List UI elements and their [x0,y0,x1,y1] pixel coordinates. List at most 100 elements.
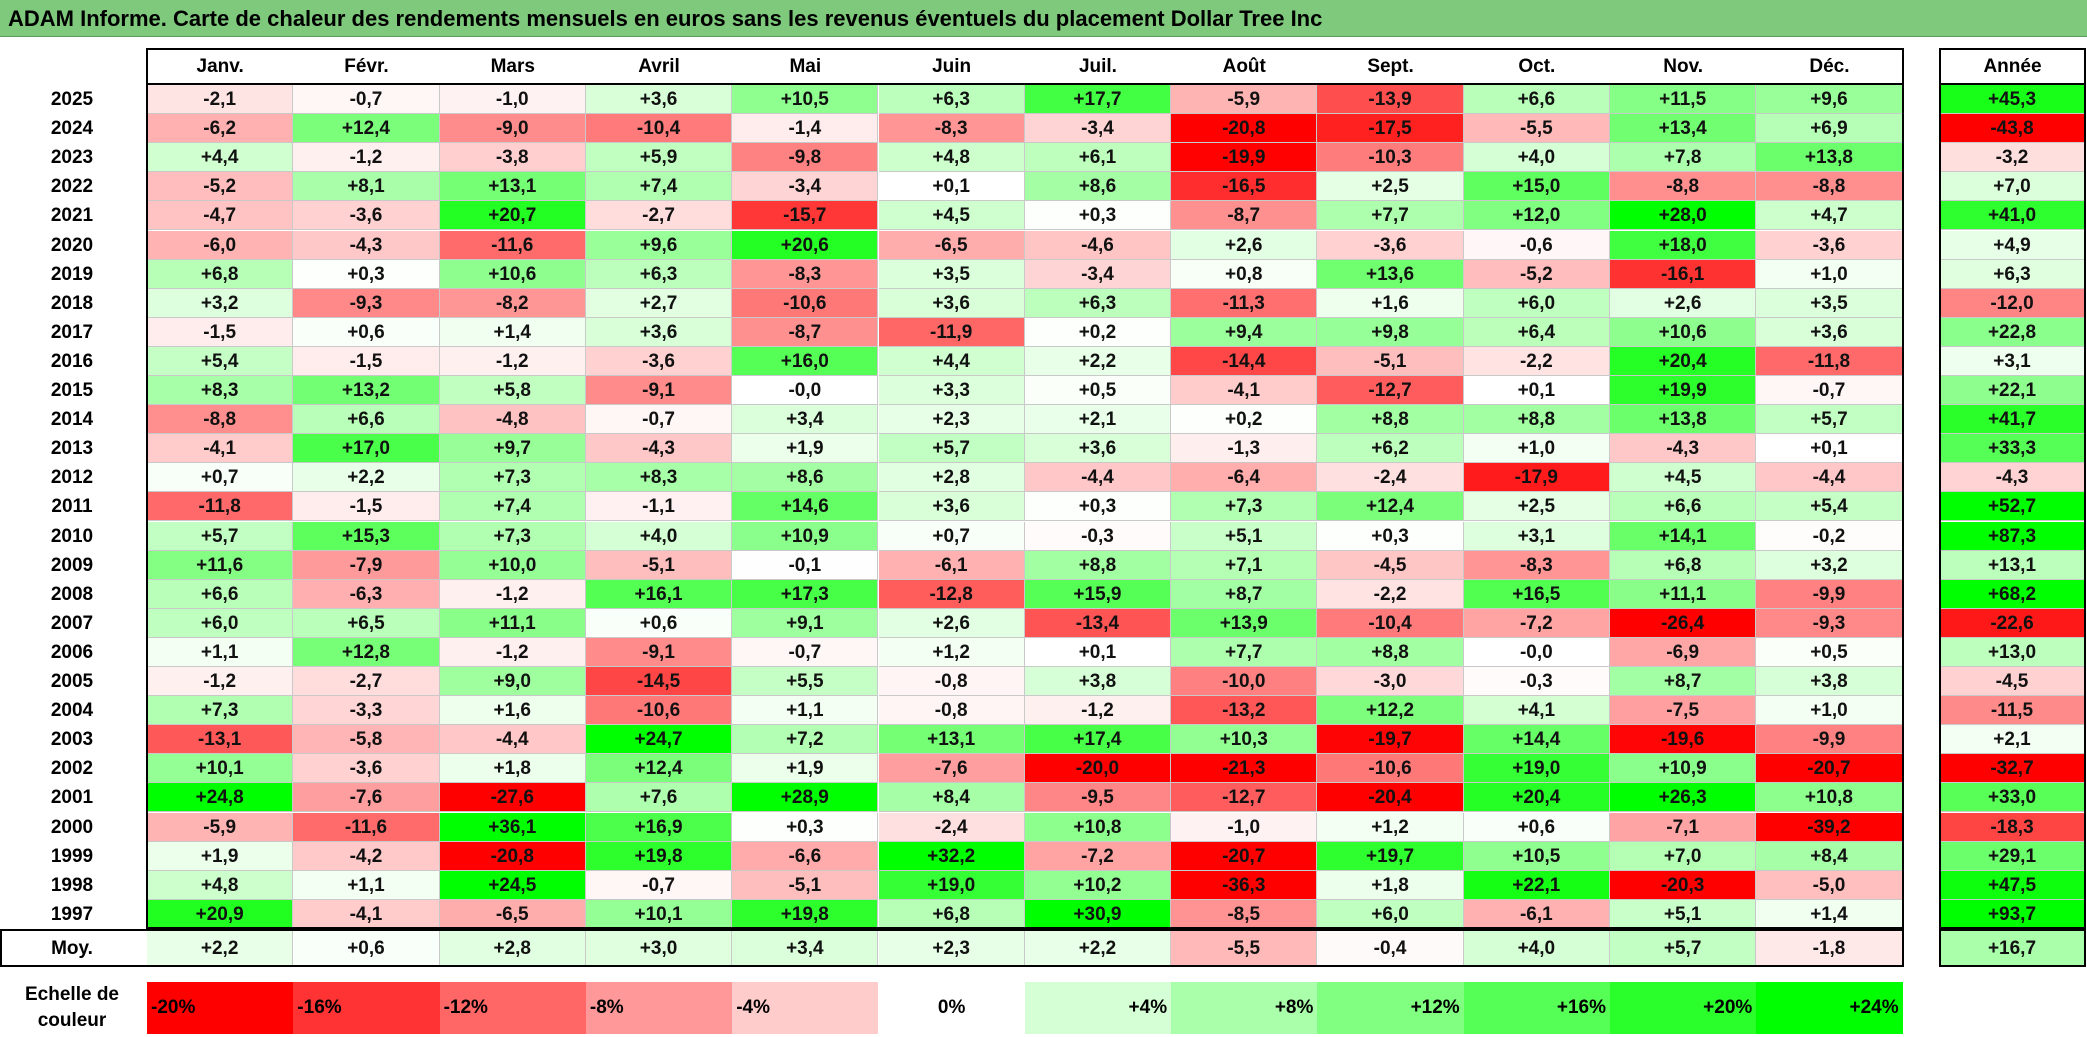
heatmap-cell: -20,7 [1171,841,1318,871]
heatmap-cell: +4,8 [878,143,1025,173]
heatmap-cell: +13,9 [1171,608,1318,638]
heatmap-cell: +6,5 [293,608,440,638]
heatmap-cell: +0,6 [585,608,733,638]
heatmap-cell: +10,5 [1463,841,1610,871]
heatmap-cell: +4,4 [878,346,1025,376]
heatmap-cell: +0,2 [1171,405,1318,435]
heatmap-cell: +0,1 [1024,637,1172,667]
year-label: 2020 [50,234,94,256]
year-label: 2008 [50,583,94,605]
heatmap-cell: +8,6 [1024,172,1172,202]
heatmap-cell: +26,3 [1610,783,1757,813]
heatmap-cell: -0,7 [585,870,733,900]
heatmap-cell: -10,4 [1317,608,1464,638]
month-header: Août [1222,56,1266,77]
heatmap-cell: -9,0 [439,114,586,144]
heatmap-cell: +14,6 [732,492,879,522]
heatmap-cell: -1,5 [147,317,294,347]
heatmap-cell: +7,8 [1610,143,1757,173]
heatmap-cell: -8,3 [732,259,879,289]
heatmap-cell: -2,7 [585,201,733,231]
heatmap-cell: +1,4 [1756,899,1903,929]
heatmap-cell: +7,4 [439,492,586,522]
average-cell: -1,8 [1756,931,1903,967]
annual-cell: +33,3 [1940,434,2085,464]
annual-cell: +33,0 [1940,783,2085,813]
year-label: 1999 [50,845,94,867]
heatmap-cell: -14,5 [585,667,733,697]
heatmap-cell: -4,3 [1610,434,1757,464]
heatmap-cell: +6,6 [293,405,440,435]
heatmap-cell: -0,2 [1756,521,1903,551]
color-scale-step: -4% [732,982,879,1034]
heatmap-cell: -12,8 [878,579,1025,609]
heatmap-cell: +1,2 [878,637,1025,667]
heatmap-cell: +0,8 [1171,259,1318,289]
annual-cell: +22,1 [1940,376,2085,406]
color-scale-step: -8% [585,982,733,1034]
heatmap-cell: -2,1 [147,85,294,115]
annual-cell: +3,1 [1940,346,2085,376]
heatmap-cell: +14,1 [1610,521,1757,551]
annual-cell: +22,8 [1940,317,2085,347]
heatmap-cell: +7,3 [147,696,294,726]
heatmap-cell: +2,2 [1024,346,1172,376]
heatmap-cell: -1,5 [293,346,440,376]
heatmap-cell: -4,1 [293,899,440,929]
heatmap-cell: +16,9 [585,812,733,842]
heatmap-cell: -6,6 [732,841,879,871]
heatmap-cell: -9,3 [1756,608,1903,638]
heatmap-cell: +6,3 [585,259,733,289]
year-label: 2004 [50,700,94,722]
heatmap-cell: +8,8 [1463,405,1610,435]
heatmap-cell: -20,3 [1610,870,1757,900]
annual-cell: +7,0 [1940,172,2085,202]
heatmap-cell: -6,5 [439,899,586,929]
color-scale-step: 0% [878,982,1025,1034]
heatmap-cell: -10,6 [585,696,733,726]
heatmap-cell: -4,1 [1171,376,1318,406]
heatmap-cell: +2,7 [585,288,733,318]
heatmap-cell: +9,4 [1171,317,1318,347]
year-label: 2023 [50,147,94,169]
heatmap-cell: +1,1 [293,870,440,900]
annual-cell: -12,0 [1940,288,2085,318]
heatmap-cell: -1,2 [1024,696,1172,726]
heatmap-cell: +17,0 [293,434,440,464]
heatmap-cell: +2,5 [1317,172,1464,202]
heatmap-cell: -4,4 [1024,463,1172,493]
heatmap-cell: +6,0 [147,608,294,638]
average-cell: +2,3 [878,931,1025,967]
heatmap-cell: +16,1 [585,579,733,609]
heatmap-cell: -6,1 [878,550,1025,580]
heatmap-cell: +12,4 [1317,492,1464,522]
heatmap-cell: +7,3 [1171,492,1318,522]
year-label: 2003 [50,729,94,751]
month-header: Avril [638,56,680,77]
annual-cell: -11,5 [1940,696,2085,726]
heatmap-cell: -9,9 [1756,725,1903,755]
month-header: Oct. [1518,56,1556,77]
heatmap-cell: -4,6 [1024,230,1172,260]
heatmap-cell: +0,2 [1024,317,1172,347]
heatmap-cell: +7,4 [585,172,733,202]
average-cell: +2,2 [147,931,294,967]
heatmap-cell: +2,6 [1171,230,1318,260]
annual-cell: +13,0 [1940,637,2085,667]
heatmap-cell: +13,1 [878,725,1025,755]
heatmap-cell: +0,3 [732,812,879,842]
heatmap-cell: -4,4 [439,725,586,755]
heatmap-cell: +5,4 [1756,492,1903,522]
year-label: 2001 [50,787,94,809]
heatmap-cell: -1,0 [439,85,586,115]
heatmap-cell: -3,4 [1024,114,1172,144]
heatmap-cell: +1,2 [1317,812,1464,842]
heatmap-cell: -8,8 [1756,172,1903,202]
heatmap-cell: +2,5 [1463,492,1610,522]
heatmap-cell: -10,6 [1317,754,1464,784]
heatmap-cell: +8,3 [585,463,733,493]
heatmap-cell: +7,6 [585,783,733,813]
average-annual-cell: +16,7 [1940,931,2085,967]
heatmap-cell: -8,3 [878,114,1025,144]
heatmap-cell: +10,0 [439,550,586,580]
